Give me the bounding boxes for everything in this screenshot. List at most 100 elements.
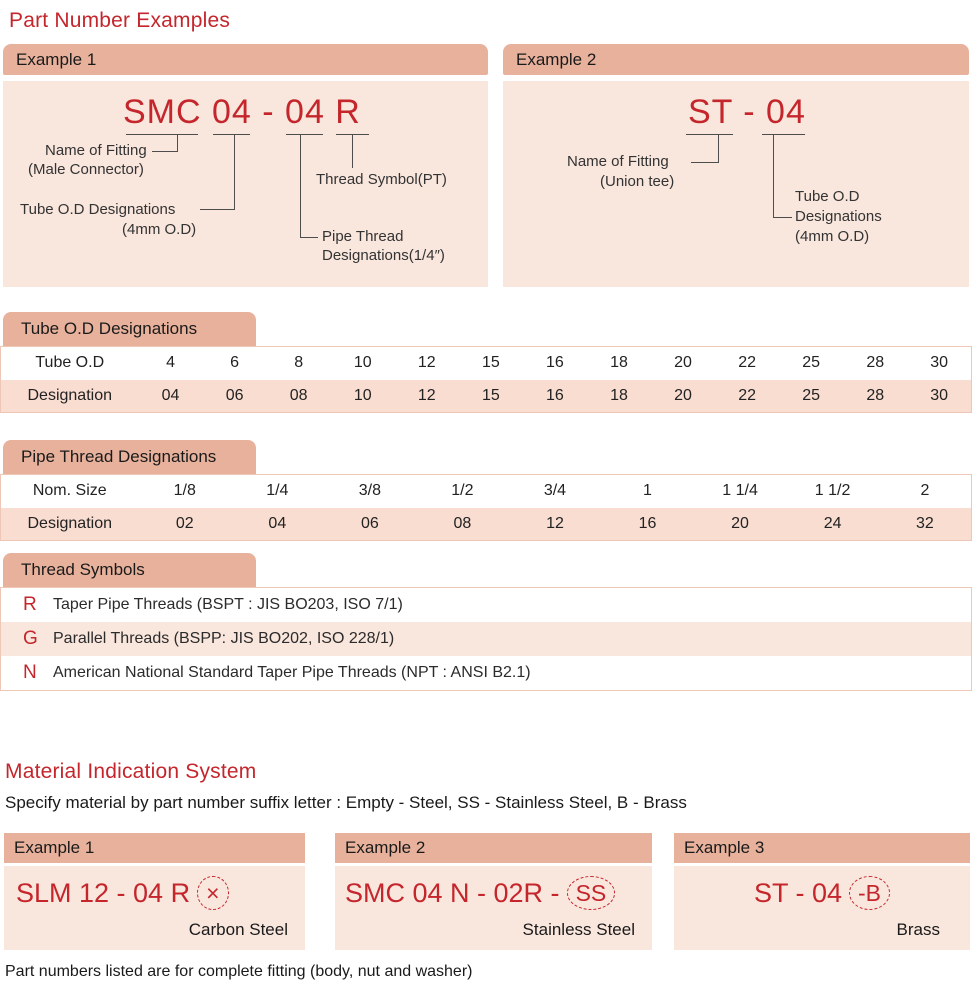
page-title: Part Number Examples <box>9 9 231 32</box>
material-example1-box: Example 1 SLM 12 - 04 R × Carbon Steel <box>4 833 305 955</box>
table-cell: 28 <box>866 354 885 372</box>
example2-diagram: ST - 04 Name of Fitting (Union tee) Tube… <box>503 81 969 287</box>
label-tube-od-sub2: (4mm O.D) <box>795 228 870 245</box>
callout-line <box>773 135 774 218</box>
label-name-of-fitting: Name of Fitting <box>567 153 669 170</box>
thread-symbol-description: Taper Pipe Threads (BSPT : JIS BO203, IS… <box>53 596 403 613</box>
table-cell: 8 <box>294 354 304 372</box>
part-number-text: SLM 12 - 04 R <box>16 877 191 908</box>
table-cell: 25 <box>779 379 844 413</box>
label-name-of-fitting-sub: (Union tee) <box>600 173 675 190</box>
thread-symbol-description: American National Standard Taper Pipe Th… <box>53 664 531 681</box>
table-row: Designation 02 04 06 08 12 16 20 24 32 <box>0 507 972 541</box>
table-cell: 32 <box>878 507 972 541</box>
table-cell: 15 <box>458 379 523 413</box>
table-cell: 1 1/2 <box>814 482 851 500</box>
thread-symbol-letter: G <box>23 628 38 649</box>
label-pipe-thread-sub: Designations(1/4″) <box>322 247 445 264</box>
material-example2-header: Example 2 <box>335 833 652 863</box>
table-cell: 30 <box>907 379 972 413</box>
label-tube-od-sub: Designations <box>795 208 882 225</box>
table-cell: 1/8 <box>173 482 196 500</box>
table-cell: 1/4 <box>266 482 289 500</box>
thread-symbol-row: G Parallel Threads (BSPP: JIS BO202, ISO… <box>1 622 971 656</box>
table-cell: 08 <box>266 379 331 413</box>
thread-symbols-section-tab: Thread Symbols <box>3 553 256 587</box>
label-name-of-fitting: Name of Fitting <box>45 142 147 159</box>
table-cell: 16 <box>601 507 694 541</box>
underline-name <box>686 134 733 135</box>
table-cell: 12 <box>394 379 459 413</box>
material-example1-body: SLM 12 - 04 R × Carbon Steel <box>4 866 305 950</box>
table-cell: 15 <box>481 354 500 372</box>
table-cell: 10 <box>330 379 395 413</box>
table-cell: 16 <box>546 354 564 372</box>
material-name: Stainless Steel <box>522 920 635 939</box>
table-cell: 04 <box>231 507 324 541</box>
callout-line <box>691 162 718 163</box>
material-example3-part-number: ST - 04 -B <box>674 876 970 910</box>
table-cell: 02 <box>138 507 232 541</box>
callout-line <box>352 135 353 168</box>
table-cell: 16 <box>522 379 587 413</box>
material-section-subtitle: Specify material by part number suffix l… <box>5 793 687 812</box>
table-cell: 25 <box>802 354 821 372</box>
label-tube-od: Tube O.D Designations <box>20 201 176 218</box>
table-cell: 4 <box>166 354 175 372</box>
example2-part-number: ST - 04 <box>688 93 806 131</box>
example1-diagram: SMC 04 - 04 R Name of Fitting (Male Conn… <box>3 81 488 287</box>
callout-line <box>300 135 301 238</box>
table-cell: 3/8 <box>358 482 381 500</box>
table-row: Tube O.D 4 6 8 10 12 15 16 18 20 22 25 2… <box>1 347 972 380</box>
table-cell: 22 <box>715 379 780 413</box>
table-row: Nom. Size 1/8 1/4 3/8 1/2 3/4 1 1 1/4 1 … <box>1 475 972 508</box>
label-pipe-thread: Pipe Thread <box>322 228 404 245</box>
label-name-of-fitting-sub: (Male Connector) <box>28 161 144 178</box>
tube-od-section-tab: Tube O.D Designations <box>3 312 256 346</box>
material-section-title: Material Indication System <box>5 760 257 783</box>
callout-line <box>200 209 234 210</box>
thread-symbol-row: N American National Standard Taper Pipe … <box>1 656 971 690</box>
table-cell: 28 <box>843 379 908 413</box>
example2-header: Example 2 <box>503 44 969 75</box>
material-example2-body: SMC 04 N - 02R - SS Stainless Steel <box>335 866 652 950</box>
table-cell: 3/4 <box>543 482 567 500</box>
callout-line <box>177 135 178 152</box>
underline-tube <box>213 134 250 135</box>
material-suffix-circle: -B <box>849 876 891 910</box>
example1-header: Example 1 <box>3 44 488 75</box>
material-name: Brass <box>896 920 940 939</box>
table-cell: 1 <box>643 482 652 500</box>
row-label: Designation <box>0 507 139 541</box>
pipe-thread-table: Nom. Size 1/8 1/4 3/8 1/2 3/4 1 1 1/4 1 … <box>0 474 972 541</box>
underline-name <box>126 134 198 135</box>
label-thread-symbol: Thread Symbol(PT) <box>316 171 447 188</box>
table-cell: 20 <box>693 507 787 541</box>
material-example3-header: Example 3 <box>674 833 970 863</box>
underline-thread <box>336 134 369 135</box>
material-example2-box: Example 2 SMC 04 N - 02R - SS Stainless … <box>335 833 652 955</box>
material-name: Carbon Steel <box>188 920 288 939</box>
part-number-text: ST - 04 <box>753 877 843 908</box>
table-cell: 10 <box>353 354 372 372</box>
material-example2-part-number: SMC 04 N - 02R - SS <box>345 876 616 910</box>
thread-symbol-row: R Taper Pipe Threads (BSPT : JIS BO203, … <box>1 588 971 622</box>
table-cell: 6 <box>230 354 240 372</box>
underline-tube <box>762 134 805 135</box>
table-cell: 06 <box>323 507 417 541</box>
material-example3-box: Example 3 ST - 04 -B Brass <box>674 833 970 955</box>
table-cell: 08 <box>416 507 509 541</box>
material-example3-body: ST - 04 -B Brass <box>674 866 970 950</box>
callout-line <box>234 135 235 210</box>
callout-line <box>300 237 318 238</box>
thread-symbol-letter: R <box>23 594 37 615</box>
callout-line <box>152 151 178 152</box>
table-cell: 22 <box>738 354 756 372</box>
table-cell: 04 <box>138 379 203 413</box>
table-row: Designation 04 06 08 10 12 15 16 18 20 2… <box>0 379 972 413</box>
table-cell: 24 <box>786 507 879 541</box>
material-example1-header: Example 1 <box>4 833 305 863</box>
callout-line <box>773 217 792 218</box>
example1-part-number: SMC 04 - 04 R <box>123 93 361 131</box>
pipe-thread-section-tab: Pipe Thread Designations <box>3 440 256 474</box>
